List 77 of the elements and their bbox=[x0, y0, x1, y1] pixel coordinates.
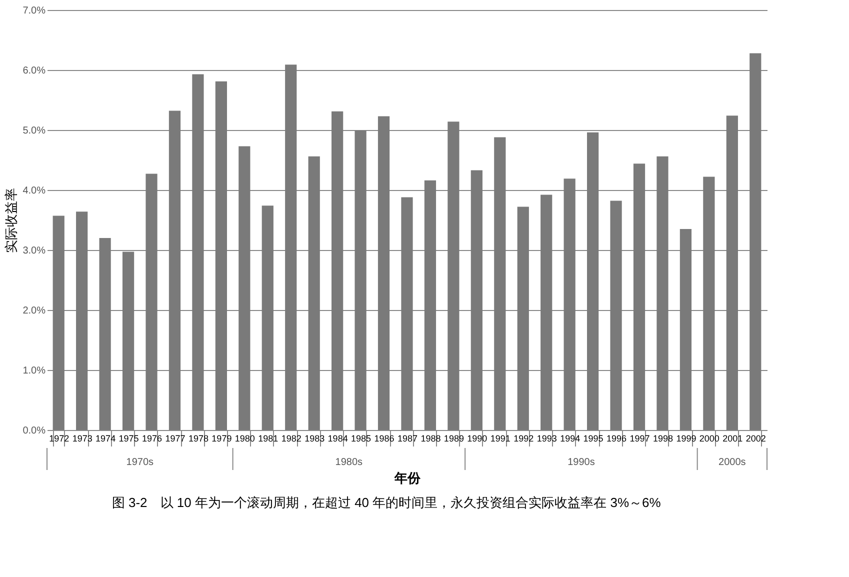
bar bbox=[192, 74, 204, 430]
x-tick-label: 1976 bbox=[142, 434, 162, 444]
bar bbox=[99, 238, 111, 430]
bar bbox=[354, 130, 366, 430]
bar bbox=[401, 197, 413, 430]
bar bbox=[146, 174, 158, 430]
bar bbox=[52, 216, 64, 430]
bar bbox=[564, 178, 576, 430]
x-axis-title: 年份 bbox=[394, 470, 422, 486]
bar bbox=[517, 206, 529, 430]
x-tick-label: 1981 bbox=[258, 434, 278, 444]
x-tick-label: 1977 bbox=[165, 434, 186, 444]
bar bbox=[656, 156, 668, 430]
y-tick-label: 0.0% bbox=[22, 426, 46, 436]
x-tick-label: 1986 bbox=[374, 434, 394, 444]
bar bbox=[750, 53, 762, 430]
x-tick-label: 1982 bbox=[281, 434, 302, 444]
x-tick-label: 1973 bbox=[72, 434, 92, 444]
y-tick-label: 7.0% bbox=[22, 6, 46, 16]
bar bbox=[378, 116, 390, 430]
y-tick-label: 3.0% bbox=[22, 246, 46, 256]
x-tick-label: 1983 bbox=[304, 434, 325, 444]
bar bbox=[168, 110, 181, 430]
x-tick-label: 1996 bbox=[606, 434, 627, 444]
x-tick-label: 1987 bbox=[397, 434, 418, 444]
caption: 图 3-2 以 10 年为一个滚动周期，在超过 40 年的时间里，永久投资组合实际收益率在 3%～6% bbox=[112, 495, 662, 510]
x-tick-label: 1984 bbox=[328, 434, 348, 444]
text: 2000s bbox=[718, 457, 746, 468]
x-tick-label: 1991 bbox=[490, 434, 510, 444]
bar bbox=[703, 176, 715, 430]
bar bbox=[308, 156, 320, 430]
text: 1970s bbox=[126, 457, 154, 468]
x-tick-label: 1999 bbox=[676, 434, 696, 444]
x-tick-label: 1975 bbox=[118, 434, 139, 444]
x-tick-label: 2002 bbox=[746, 434, 766, 444]
y-tick-label: 4.0% bbox=[22, 186, 46, 196]
x-tick-label: 1979 bbox=[212, 434, 232, 444]
bar bbox=[285, 64, 297, 430]
bar bbox=[610, 200, 622, 430]
bar bbox=[587, 132, 599, 430]
y-tick-label: 2.0% bbox=[22, 306, 46, 316]
x-tick-label: 1985 bbox=[351, 434, 372, 444]
bar bbox=[215, 81, 227, 430]
x-tick-label: 1994 bbox=[560, 434, 580, 444]
x-tick-label: 1972 bbox=[49, 434, 70, 444]
text: 1990s bbox=[568, 457, 595, 468]
text: 1980s bbox=[335, 457, 363, 468]
bar bbox=[424, 180, 436, 430]
bar bbox=[540, 194, 552, 430]
bar bbox=[726, 116, 738, 430]
bar bbox=[122, 252, 134, 430]
bar bbox=[633, 164, 646, 430]
x-tick-label: 2001 bbox=[722, 434, 743, 444]
bar bbox=[76, 212, 88, 430]
x-tick-label: 1980 bbox=[234, 434, 255, 444]
x-tick-label: 1974 bbox=[96, 434, 116, 444]
bar bbox=[332, 111, 344, 430]
bar bbox=[680, 229, 692, 430]
bar bbox=[238, 146, 250, 430]
x-tick-label: 2000 bbox=[699, 434, 720, 444]
y-tick-label: 6.0% bbox=[22, 66, 46, 76]
y-tick-label: 5.0% bbox=[22, 126, 46, 136]
x-tick-label: 1992 bbox=[514, 434, 534, 444]
bar bbox=[494, 137, 506, 430]
x-tick-label: 1988 bbox=[420, 434, 441, 444]
bar bbox=[470, 170, 482, 430]
x-tick-label: 1978 bbox=[188, 434, 208, 444]
x-tick-label: 1990 bbox=[467, 434, 488, 444]
x-tick-label: 1995 bbox=[583, 434, 604, 444]
x-tick-label: 1998 bbox=[652, 434, 673, 444]
bar bbox=[448, 122, 460, 430]
x-tick-label: 1997 bbox=[630, 434, 650, 444]
bar bbox=[262, 206, 274, 430]
x-tick-label: 1989 bbox=[444, 434, 464, 444]
y-axis-title: 实际收益率 bbox=[4, 188, 19, 253]
x-tick-label: 1993 bbox=[536, 434, 557, 444]
y-tick-label: 1.0% bbox=[22, 366, 46, 376]
